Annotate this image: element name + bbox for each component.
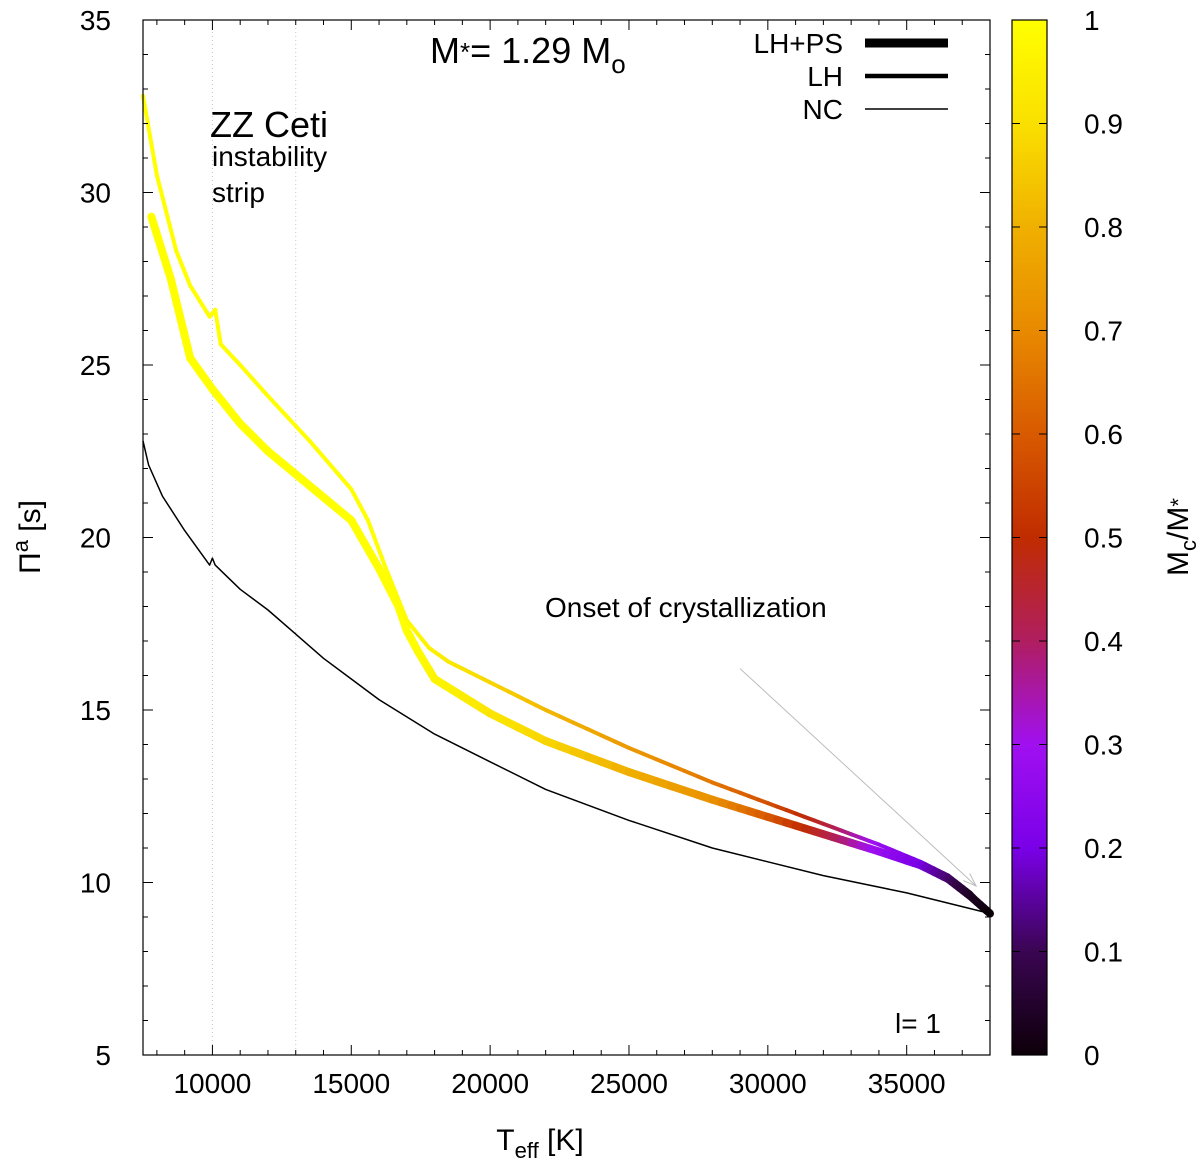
series-layer <box>141 93 994 918</box>
series-segment <box>143 107 150 125</box>
colorbar-tick-label: 0.7 <box>1084 316 1123 347</box>
strip-label-title: ZZ Ceti <box>210 104 328 145</box>
legend-label-nc: NC <box>803 94 843 125</box>
colorbar-tick-label: 0 <box>1084 1040 1100 1071</box>
series-lh-ps <box>147 212 994 918</box>
series-lh <box>141 93 992 916</box>
series-segment <box>557 714 576 725</box>
series-segment <box>543 708 562 719</box>
series-segment <box>158 185 166 203</box>
series-segment <box>599 733 618 744</box>
legend-label-lh: LH <box>807 61 843 92</box>
colorbar-ticks: 0 0.1 0.2 0.3 0.4 0.5 0.6 0.7 0.8 0.9 1 <box>1012 5 1123 1071</box>
series-segment <box>154 173 163 190</box>
series-segment <box>640 751 659 762</box>
annotation-text: Onset of crystallization <box>545 592 827 623</box>
series-segment <box>150 146 157 165</box>
series-segment <box>164 211 172 228</box>
y-tick-label: 25 <box>80 350 111 381</box>
colorbar-tick-label: 0.9 <box>1084 109 1123 140</box>
y-axis-ticks: 5 10 15 20 25 30 35 <box>80 5 990 1071</box>
y-tick-label: 5 <box>95 1040 111 1071</box>
legend: LH+PS LH NC <box>754 28 948 125</box>
series-line <box>142 440 991 915</box>
annotation-arrow <box>739 668 977 887</box>
x-tick-label: 15000 <box>312 1068 390 1099</box>
y-tick-label: 20 <box>80 523 111 554</box>
y-tick-label: 30 <box>80 178 111 209</box>
legend-label-lhps: LH+PS <box>754 28 844 59</box>
strip-label-line1: instability <box>212 141 327 172</box>
colorbar-tick-label: 0.8 <box>1084 212 1123 243</box>
series-segment <box>668 763 687 773</box>
series-segment <box>613 739 631 750</box>
series-segment <box>682 768 701 779</box>
colorbar-tick-label: 0.6 <box>1084 419 1123 450</box>
colorbar-title: Mc/M* <box>1162 498 1200 576</box>
y-tick-label: 15 <box>80 695 111 726</box>
colorbar-tick-label: 0.2 <box>1084 833 1123 864</box>
x-tick-label: 25000 <box>590 1068 668 1099</box>
mode-label: l= 1 <box>895 1008 941 1039</box>
series-segment <box>147 133 155 151</box>
x-tick-label: 35000 <box>868 1068 946 1099</box>
plot-frame <box>142 19 991 1056</box>
series-segment <box>585 726 604 738</box>
colorbar-tick-label: 1 <box>1084 5 1100 36</box>
series-segment <box>152 160 159 178</box>
annotation-arrowhead <box>962 873 978 887</box>
series-nc <box>142 440 991 915</box>
series-segment <box>167 223 176 241</box>
x-tick-label: 30000 <box>729 1068 807 1099</box>
colorbar-tick-label: 0.1 <box>1084 937 1123 968</box>
colorbar-tick-label: 0.4 <box>1084 626 1123 657</box>
series-segment <box>626 745 645 756</box>
colorbar-tick-label: 0.3 <box>1084 730 1123 761</box>
strip-label-line2: strip <box>212 177 265 208</box>
x-axis-title: Teff [K] <box>496 1124 583 1163</box>
x-tick-label: 20000 <box>451 1068 529 1099</box>
series-segment <box>696 774 715 785</box>
y-tick-label: 35 <box>80 5 111 36</box>
y-tick-label: 10 <box>80 868 111 899</box>
series-segment <box>171 236 179 254</box>
series-segment <box>145 120 152 138</box>
series-segment <box>654 757 673 768</box>
y-axis-title: Πa [s] <box>8 500 47 574</box>
series-segment <box>161 198 169 216</box>
chart-title: M*= 1.29 Mo <box>430 30 626 79</box>
x-tick-label: 10000 <box>173 1068 251 1099</box>
series-segment <box>571 720 590 731</box>
colorbar-tick-label: 0.5 <box>1084 523 1123 554</box>
x-axis-ticks: 10000 15000 20000 25000 30000 35000 <box>156 20 991 1099</box>
